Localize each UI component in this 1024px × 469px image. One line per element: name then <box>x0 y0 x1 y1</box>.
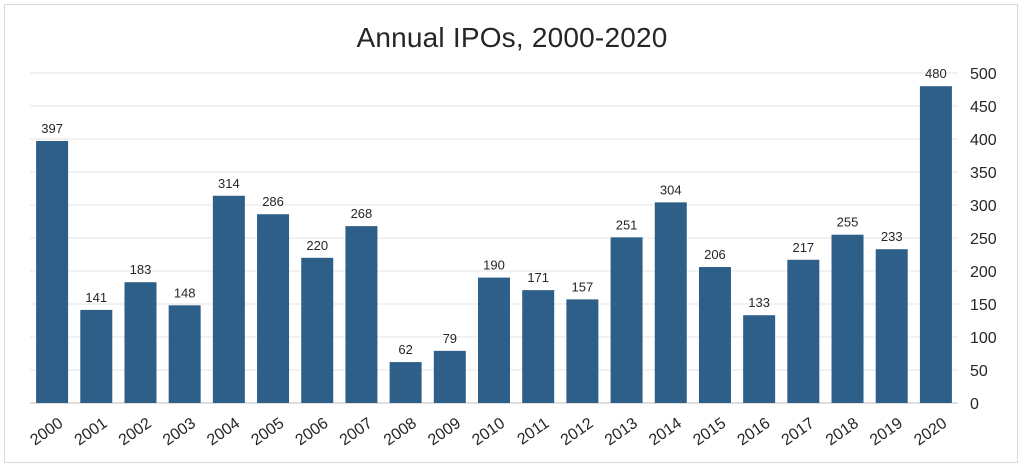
y-tick-label: 200 <box>970 264 997 281</box>
data-label-2007: 268 <box>351 206 373 221</box>
y-tick-label: 350 <box>970 165 997 182</box>
y-tick-label: 150 <box>970 297 997 314</box>
x-tick-label-2001: 2001 <box>72 415 111 449</box>
data-label-2005: 286 <box>262 194 284 209</box>
y-tick-label: 100 <box>970 330 997 347</box>
bar-2017 <box>787 259 820 403</box>
x-tick-label-2004: 2004 <box>204 415 243 449</box>
y-tick-label: 0 <box>970 396 979 413</box>
data-label-2020: 480 <box>925 66 947 81</box>
y-tick-label: 450 <box>970 99 997 116</box>
data-label-2014: 304 <box>660 182 682 197</box>
bar-2002 <box>124 282 157 403</box>
bars <box>36 86 952 404</box>
x-tick-label-2012: 2012 <box>558 415 597 449</box>
y-tick-label: 500 <box>970 66 997 83</box>
data-label-2008: 62 <box>398 342 412 357</box>
data-label-2015: 206 <box>704 247 726 262</box>
y-tick-label: 50 <box>970 363 988 380</box>
data-label-2012: 157 <box>572 279 594 294</box>
y-tick-label: 300 <box>970 198 997 215</box>
x-tick-label-2003: 2003 <box>160 415 199 449</box>
x-tick-label-2013: 2013 <box>602 415 641 449</box>
y-tick-label: 250 <box>970 231 997 248</box>
bar-2004 <box>212 195 245 403</box>
data-label-2016: 133 <box>748 295 770 310</box>
x-tick-label-2017: 2017 <box>779 415 818 449</box>
data-label-2017: 217 <box>792 240 814 255</box>
data-label-2006: 220 <box>306 238 328 253</box>
x-tick-label-2005: 2005 <box>248 415 287 449</box>
data-label-2011: 171 <box>527 270 549 285</box>
bar-2015 <box>698 267 731 403</box>
x-tick-label-2002: 2002 <box>116 415 155 449</box>
x-tick-label-2019: 2019 <box>867 415 906 449</box>
x-tick-label-2010: 2010 <box>469 415 508 449</box>
bar-2020 <box>919 86 952 403</box>
data-label-2019: 233 <box>881 229 903 244</box>
bar-2018 <box>831 234 864 403</box>
y-tick-label: 400 <box>970 132 997 149</box>
data-label-2010: 190 <box>483 258 505 273</box>
bar-2013 <box>610 237 643 403</box>
bar-2005 <box>257 214 290 403</box>
x-tick-label-2006: 2006 <box>293 415 332 449</box>
data-label-2001: 141 <box>85 290 107 305</box>
bar-2012 <box>566 299 599 403</box>
bar-2016 <box>743 315 776 403</box>
x-axis-tick-labels: 2000 2001 2002 2003 2004 2005 2006 2007 2008 2009… <box>27 415 950 449</box>
x-tick-label-2011: 2011 <box>515 415 553 449</box>
data-label-2003: 148 <box>174 285 196 300</box>
x-tick-label-2018: 2018 <box>823 415 862 449</box>
bar-2009 <box>433 350 466 403</box>
bar-2011 <box>522 290 555 403</box>
bar-2006 <box>301 257 334 403</box>
chart-title: Annual IPOs, 2000-2020 <box>356 22 668 53</box>
x-tick-label-2020: 2020 <box>911 415 950 449</box>
x-tick-label-2009: 2009 <box>425 415 464 449</box>
x-tick-label-2015: 2015 <box>690 415 729 449</box>
bar-2001 <box>80 309 113 403</box>
bar-2003 <box>168 305 201 403</box>
y-axis-tick-labels: 0 50 100 150 200 250 300 350 400 450 500 <box>970 66 997 413</box>
data-label-2013: 251 <box>616 217 638 232</box>
bar-2010 <box>478 277 510 403</box>
bar-2007 <box>345 226 378 403</box>
x-tick-label-2016: 2016 <box>734 415 773 449</box>
data-label-2009: 79 <box>443 331 457 346</box>
x-tick-label-2008: 2008 <box>381 415 420 449</box>
x-tick-label-2014: 2014 <box>646 415 685 449</box>
data-label-2000: 397 <box>41 121 63 136</box>
x-tick-label-2007: 2007 <box>337 415 376 449</box>
bar-2008 <box>389 362 422 403</box>
data-label-2002: 183 <box>130 262 152 277</box>
bar-2019 <box>875 249 908 403</box>
data-label-2004: 314 <box>218 176 240 191</box>
x-tick-label-2000: 2000 <box>27 415 66 449</box>
bar-2014 <box>654 202 687 403</box>
data-label-2018: 255 <box>837 215 859 230</box>
bar-2000 <box>36 140 69 404</box>
data-labels: 397 141 183 148 314 286 220 268 62 79 190 171 157 251… <box>41 66 947 357</box>
